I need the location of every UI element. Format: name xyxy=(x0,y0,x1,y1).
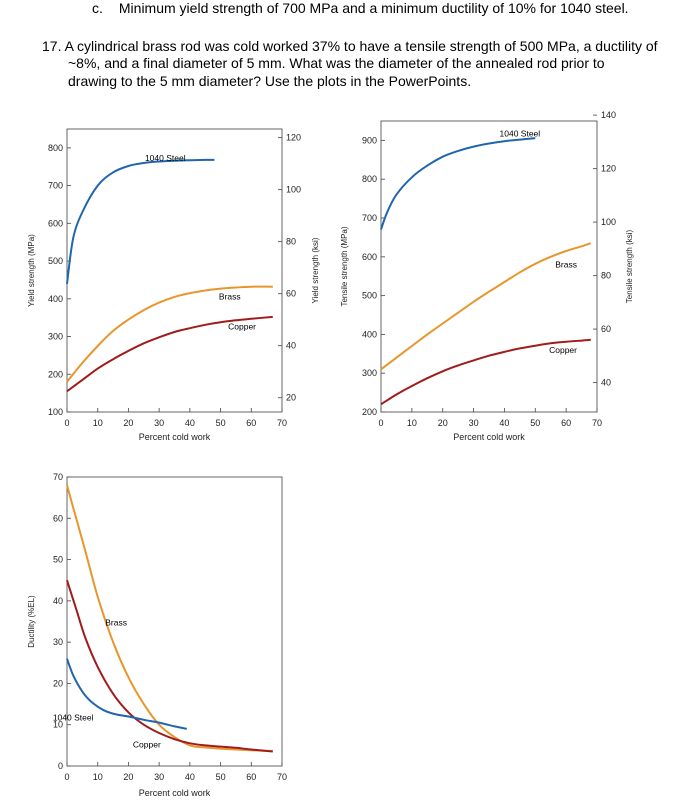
chart-2-label-1040-steel: 1040 Steel xyxy=(500,129,541,139)
chart-3-label-1040-steel: 1040 Steel xyxy=(53,713,94,723)
question-c-text: Minimum yield strength of 700 MPa and a … xyxy=(118,0,629,16)
chart-2-x-tick-label: 50 xyxy=(530,418,540,428)
chart-2-y-tick-label: 800 xyxy=(362,174,377,184)
chart-2-y-tick-label: 400 xyxy=(362,329,377,339)
question-17-line-1: 17. A cylindrical brass rod was cold wor… xyxy=(42,38,658,54)
chart-3-y-tick-label: 50 xyxy=(53,555,63,565)
chart-2-x-tick-label: 10 xyxy=(407,418,417,428)
chart-2-series-brass xyxy=(380,242,592,371)
chart-1-y-tick-label: 600 xyxy=(48,218,63,228)
chart-1-y-tick-label: 300 xyxy=(48,332,63,342)
chart-2-y-tick-label: 700 xyxy=(362,213,377,223)
chart-3-y-tick-label: 0 xyxy=(58,761,63,771)
chart-3-series-1040-steel xyxy=(66,658,187,730)
chart-2-right-tick-label: 140 xyxy=(601,110,616,120)
chart-2-x-tick-label: 30 xyxy=(469,418,479,428)
chart-2-right-tick-label: 60 xyxy=(601,324,611,334)
chart-2-y-tick-label: 900 xyxy=(362,135,377,145)
chart-3-series-brass xyxy=(66,485,273,753)
chart-3-x-tick-label: 30 xyxy=(154,772,164,782)
chart-3-y-axis-label: Ductility (%EL) xyxy=(27,595,36,648)
chart-1-right-tick-label: 20 xyxy=(286,393,296,403)
chart-3-x-tick-label: 70 xyxy=(277,772,287,782)
chart-1-x-tick-label: 40 xyxy=(185,418,195,428)
chart-1-x-tick-label: 60 xyxy=(246,418,256,428)
chart-2-y-axis-label: Tensile strength (MPa) xyxy=(340,226,349,306)
chart-3-x-tick-label: 0 xyxy=(64,772,69,782)
chart-1-right-tick-label: 100 xyxy=(286,185,301,195)
chart-1-y-tick-label: 500 xyxy=(48,256,63,266)
chart-3-x-tick-label: 20 xyxy=(123,772,133,782)
chart-1-right-tick-label: 80 xyxy=(286,237,296,247)
chart-2-label-copper: Copper xyxy=(549,345,577,355)
chart-1-x-tick-label: 0 xyxy=(64,418,69,428)
chart-1-right-tick-label: 40 xyxy=(286,341,296,351)
chart-3-plot-frame xyxy=(66,476,283,767)
chart-3-x-tick-label: 60 xyxy=(246,772,256,782)
chart-1-y-axis-label: Yield strength (MPa) xyxy=(27,234,36,307)
chart-2-x-tick-label: 0 xyxy=(378,418,383,428)
chart-1-x-tick-label: 20 xyxy=(123,418,133,428)
chart-2-right-axis-label: Tensile strength (ksi) xyxy=(625,229,634,303)
chart-3-y-tick-label: 40 xyxy=(53,596,63,606)
chart-2-series-1040-steel xyxy=(380,137,536,230)
chart-3-y-tick-label: 60 xyxy=(53,513,63,523)
chart-3-series-copper xyxy=(66,579,273,753)
chart-3-x-tick-label: 50 xyxy=(216,772,226,782)
chart-2-right-tick-label: 120 xyxy=(601,164,616,174)
chart-2-y-tick-label: 300 xyxy=(362,368,377,378)
chart-2-plot-frame xyxy=(380,120,598,413)
chart-2-label-brass: Brass xyxy=(555,259,577,269)
chart-1-series-copper xyxy=(66,315,273,393)
chart-3-x-tick-label: 10 xyxy=(93,772,103,782)
chart-2-x-tick-label: 40 xyxy=(499,418,509,428)
chart-1-y-tick-label: 200 xyxy=(48,369,63,379)
chart-3-y-tick-label: 30 xyxy=(53,637,63,647)
question-c: c. Minimum yield strength of 700 MPa and … xyxy=(92,0,629,16)
chart-2-x-tick-label: 20 xyxy=(438,418,448,428)
chart-1-label-brass: Brass xyxy=(219,292,241,302)
chart-3-y-tick-label: 20 xyxy=(53,678,63,688)
question-c-marker: c. xyxy=(92,0,103,16)
chart-2-x-tick-label: 70 xyxy=(592,418,602,428)
chart-1-series-brass xyxy=(66,285,273,383)
chart-1-plot-frame xyxy=(66,128,283,413)
chart-1-x-tick-label: 10 xyxy=(93,418,103,428)
chart-1-right-tick-label: 120 xyxy=(286,133,301,143)
chart-3-x-tick-label: 40 xyxy=(185,772,195,782)
chart-1-y-tick-label: 100 xyxy=(48,407,63,417)
chart-1-right-axis-label: Yield strength (ksi) xyxy=(311,237,320,303)
chart-3-y-tick-label: 70 xyxy=(53,472,63,482)
chart-1-y-tick-label: 400 xyxy=(48,294,63,304)
chart-1-x-tick-label: 70 xyxy=(277,418,287,428)
chart-2-x-tick-label: 60 xyxy=(561,418,571,428)
chart-1-right-tick-label: 60 xyxy=(286,289,296,299)
question-17-line-2: ~8%, and a final diameter of 5 mm. What … xyxy=(68,55,605,71)
question-17-line-3: drawing to the 5 mm diameter? Use the pl… xyxy=(68,73,472,89)
chart-2-y-tick-label: 600 xyxy=(362,252,377,262)
chart-2-x-axis-label: Percent cold work xyxy=(453,432,525,442)
chart-2-series-copper xyxy=(380,338,591,406)
chart-2-y-tick-label: 200 xyxy=(362,407,377,417)
chart-1-x-axis-label: Percent cold work xyxy=(139,432,211,442)
chart-2-y-tick-label: 500 xyxy=(362,291,377,301)
chart-2-right-tick-label: 40 xyxy=(601,378,611,388)
chart-1-x-tick-label: 50 xyxy=(216,418,226,428)
chart-3-x-axis-label: Percent cold work xyxy=(139,788,211,798)
chart-1-label-1040-steel: 1040 Steel xyxy=(145,153,186,163)
chart-3-y-tick-label: 10 xyxy=(53,720,63,730)
chart-1-x-tick-label: 30 xyxy=(154,418,164,428)
chart-2-right-tick-label: 100 xyxy=(601,217,616,227)
chart-3-label-copper: Copper xyxy=(133,739,161,749)
chart-1-y-tick-label: 800 xyxy=(48,143,63,153)
chart-1-y-tick-label: 700 xyxy=(48,181,63,191)
chart-1-series-1040-steel xyxy=(66,158,215,284)
chart-1-label-copper: Copper xyxy=(228,322,256,332)
chart-2-right-tick-label: 80 xyxy=(601,271,611,281)
chart-3-label-brass: Brass xyxy=(105,618,127,628)
